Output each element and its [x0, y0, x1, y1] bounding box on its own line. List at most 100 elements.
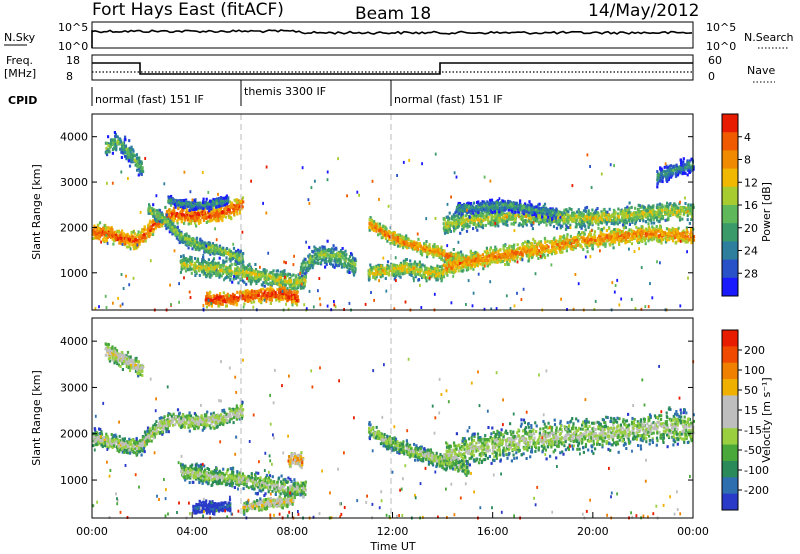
power-cell [447, 254, 450, 258]
power-cell [241, 274, 244, 278]
power-cell [168, 220, 171, 224]
power-cell [148, 203, 151, 207]
power-cell [351, 269, 354, 272]
power-cell [209, 217, 212, 221]
power-cell [383, 233, 386, 237]
power-cell [206, 297, 209, 301]
power-cell [301, 274, 304, 278]
power-cell [232, 277, 235, 281]
power-cell [422, 275, 425, 279]
power-cell [591, 243, 594, 247]
power-cell [161, 224, 164, 228]
power-cell [417, 278, 421, 281]
power-cell [167, 208, 171, 212]
power-cell [149, 219, 152, 223]
power-cell [275, 298, 278, 302]
power-cell [401, 264, 404, 268]
power-cell [172, 211, 176, 215]
power-cell [116, 234, 120, 238]
power-cell [285, 295, 288, 299]
power-cell [228, 250, 231, 254]
power-cell [151, 223, 154, 227]
power-cell [203, 246, 206, 250]
power-cell [143, 233, 146, 237]
power-cell [225, 276, 228, 279]
power-cell [198, 242, 201, 246]
power-cell [234, 267, 237, 271]
power-cell [189, 258, 192, 262]
power-cell [350, 253, 354, 257]
power-cell [294, 294, 297, 297]
power-cell [247, 279, 250, 283]
power-cell [290, 291, 293, 295]
power-cell [199, 220, 202, 224]
power-cell [407, 268, 411, 272]
power-cell [215, 248, 218, 252]
power-cell [285, 293, 288, 297]
power-cell [119, 233, 122, 237]
power-cell [330, 257, 333, 261]
power-cell [260, 274, 263, 278]
power-cell [267, 277, 270, 281]
power-cell [425, 240, 428, 243]
power-cell [276, 293, 279, 297]
power-cell [658, 239, 661, 243]
power-cell [117, 238, 121, 242]
power-cell [295, 299, 298, 302]
nsky-trace [91, 29, 693, 48]
power-cell [214, 300, 217, 304]
power-cell [399, 275, 402, 279]
power-cell [237, 259, 240, 263]
power-cell [392, 263, 396, 267]
power-cell [94, 232, 97, 236]
power-cell [214, 218, 217, 222]
power-cell [155, 209, 158, 213]
power-cell [297, 286, 300, 290]
power-cell [335, 258, 338, 262]
power-cell [157, 225, 160, 229]
power-cell [196, 257, 199, 261]
power-cell [194, 214, 197, 218]
power-cell [208, 215, 211, 219]
power-cell [367, 272, 370, 276]
power-cell [226, 251, 229, 255]
power-cell [322, 253, 325, 257]
power-cell [233, 198, 236, 202]
freq-label: Freq. [6, 54, 33, 67]
power-cell [209, 273, 212, 277]
nsky-tick-low: 10^0 [58, 40, 88, 53]
power-cell [185, 257, 188, 261]
power-cell [302, 286, 305, 290]
power-cell [290, 294, 293, 297]
power-cell [279, 275, 282, 279]
power-cell [235, 249, 238, 253]
power-cell [259, 300, 262, 304]
power-cell [259, 277, 262, 281]
power-cell [247, 276, 250, 280]
power-cell [135, 153, 138, 157]
power-cell [322, 249, 326, 253]
power-cell [161, 213, 164, 217]
power-cell [185, 210, 189, 214]
power-cell [263, 284, 266, 288]
power-cell [197, 213, 201, 217]
power-cell [230, 201, 233, 205]
power-cell [261, 283, 264, 287]
power-cell [337, 257, 340, 261]
power-cell [185, 233, 188, 237]
power-cell [420, 253, 424, 257]
power-cell [164, 223, 167, 227]
power-cell [254, 263, 257, 266]
power-cell [96, 229, 99, 232]
power-cell [207, 272, 210, 276]
power-cell [305, 270, 308, 274]
power-cell [198, 247, 201, 251]
power-cell [143, 225, 146, 229]
power-cell [136, 156, 139, 160]
power-cell [226, 296, 229, 300]
power-cell [546, 253, 549, 257]
power-cell [280, 280, 283, 284]
power-cell [158, 217, 161, 221]
power-cell [229, 301, 232, 305]
power-cell [217, 297, 220, 301]
